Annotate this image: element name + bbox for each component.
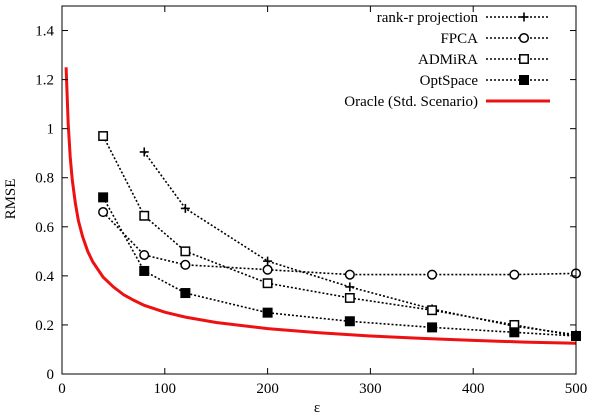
series-line-2 <box>102 135 577 337</box>
legend-marker <box>519 54 529 64</box>
data-point <box>262 264 273 275</box>
data-point <box>262 278 273 289</box>
y-tick-label: 0.6 <box>35 220 54 236</box>
y-tick-label: 0.2 <box>35 318 54 334</box>
data-point <box>262 307 273 318</box>
data-point <box>427 269 438 280</box>
x-axis-title: ε <box>314 400 320 416</box>
legend-label: Oracle (Std. Scenario) <box>344 94 478 110</box>
series-line-1 <box>102 211 577 276</box>
data-point <box>139 210 150 221</box>
legend-marker <box>518 32 530 44</box>
y-tick-label: 0 <box>47 367 55 383</box>
y-tick-label: 1.2 <box>35 73 54 89</box>
y-tick-label: 0.8 <box>35 171 54 187</box>
x-tick-label: 100 <box>154 381 177 397</box>
y-axis-title: RMSE <box>3 179 19 220</box>
data-point <box>345 282 355 292</box>
legend-label: ADMiRA <box>418 52 478 68</box>
x-tick-label: 200 <box>256 381 279 397</box>
data-point <box>344 316 355 327</box>
data-point <box>509 327 520 338</box>
data-point <box>427 305 438 316</box>
legend-label: OptSpace <box>420 73 479 89</box>
plot-area <box>64 67 582 345</box>
data-point <box>180 288 191 299</box>
x-tick-label: 0 <box>58 381 66 397</box>
data-point <box>509 269 520 280</box>
data-point <box>344 292 355 303</box>
data-point <box>139 265 150 276</box>
data-point <box>427 322 438 333</box>
axes: 0 100 200 300 400 500 0 0.2 0.4 0.6 0.8 1 1.2 1.4 <box>35 5 588 397</box>
legend-marker <box>519 12 529 22</box>
data-point <box>180 203 190 213</box>
series-line-0 <box>143 151 577 336</box>
y-tick-label: 1.4 <box>35 24 54 40</box>
plot-frame <box>61 5 577 375</box>
data-point <box>98 192 109 203</box>
data-point <box>139 249 150 261</box>
y-tick-label: 1 <box>47 122 55 138</box>
series-line-3 <box>102 197 577 337</box>
data-point <box>180 246 191 257</box>
y-tick-label: 0.4 <box>35 269 54 285</box>
legend-label: FPCA <box>440 31 478 47</box>
x-tick-label: 400 <box>462 381 485 397</box>
legend-label: rank-r projection <box>377 10 479 26</box>
data-point <box>263 256 273 266</box>
data-point <box>344 269 355 280</box>
series-line-4 <box>64 67 577 345</box>
data-point <box>180 259 191 270</box>
legend-marker <box>519 75 529 85</box>
data-point <box>98 131 109 141</box>
x-tick-label: 300 <box>359 381 382 397</box>
data-point <box>139 147 149 157</box>
data-point <box>98 207 109 218</box>
x-tick-label: 500 <box>565 381 588 397</box>
legend: rank-r projection FPCA ADMiRA OptSpace Oracl… <box>344 10 550 110</box>
